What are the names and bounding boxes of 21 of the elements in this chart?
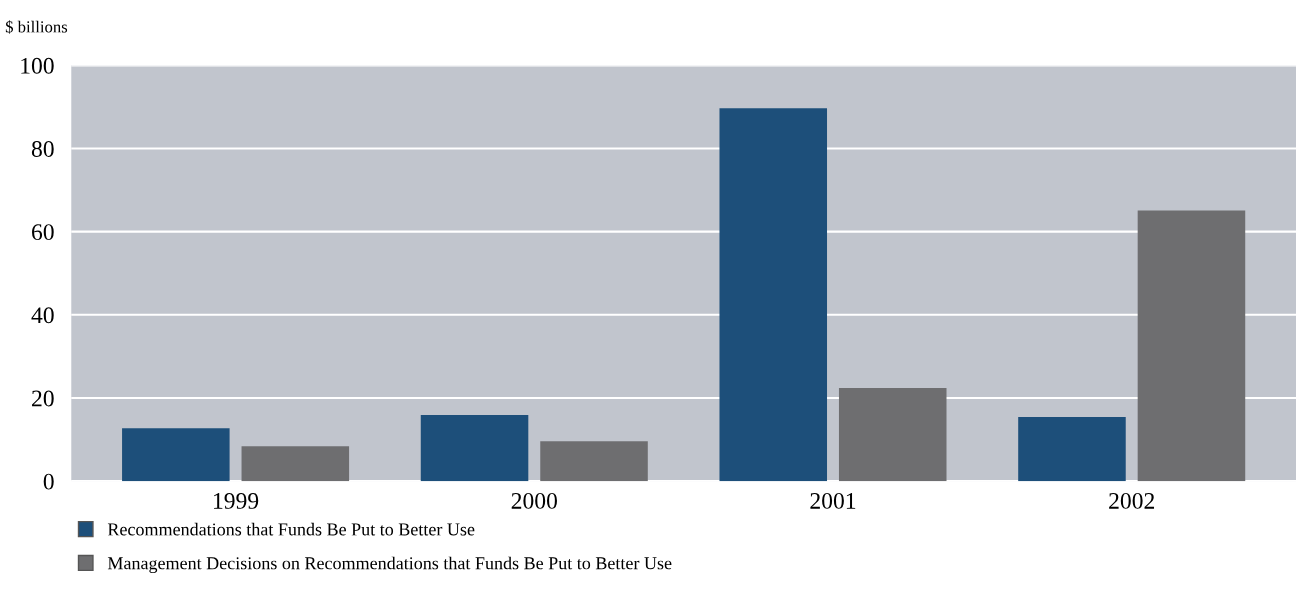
x-tick-label: 1999 — [214, 493, 259, 509]
bar — [540, 441, 648, 482]
bar — [1018, 417, 1126, 482]
y-tick-label: 100 — [21, 57, 54, 74]
bar — [1137, 210, 1246, 482]
x-tick-label: 2002 — [1109, 492, 1155, 509]
y-tick-label: 0 — [43, 473, 54, 490]
bar — [420, 415, 529, 482]
bar — [241, 446, 350, 482]
legend-label: Management Decisions on Recommendations that Funds Be Put to Better Use — [107, 556, 672, 574]
bar — [122, 428, 230, 482]
y-tick-label: 80 — [31, 140, 54, 157]
y-tick-label: 40 — [31, 307, 54, 324]
y-tick-label: 60 — [32, 224, 54, 241]
bar — [719, 108, 828, 482]
bar — [838, 388, 947, 482]
y-tick-label: 20 — [32, 390, 54, 407]
y-axis-title: $ billions — [5, 20, 68, 34]
legend-label: Recommendations that Funds Be Put to Better Use — [107, 522, 475, 536]
x-tick-label: 2000 — [511, 492, 557, 509]
x-tick-label: 2001 — [810, 492, 856, 509]
